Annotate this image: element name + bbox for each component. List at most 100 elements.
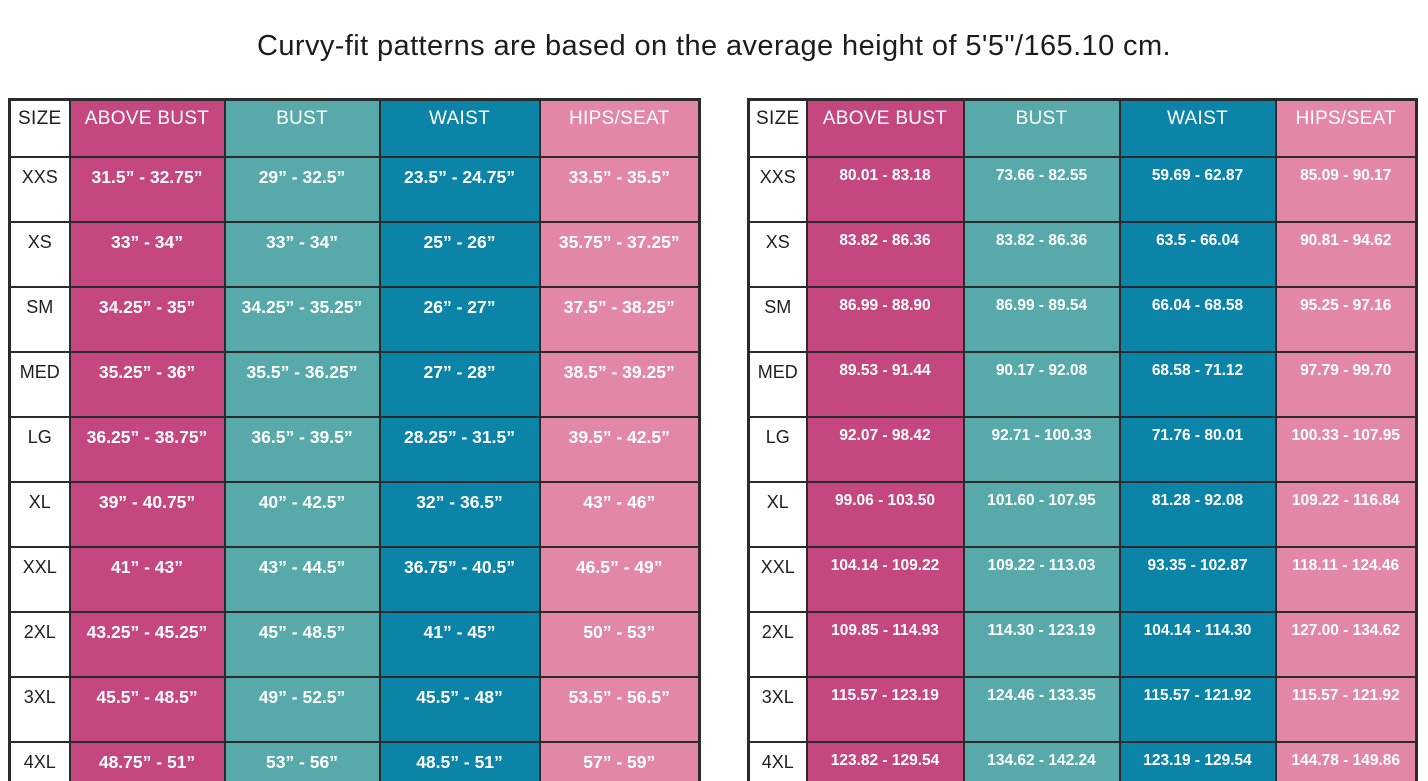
size-label-cell: 4XL [747, 741, 808, 781]
measurement-cell: 35.25” - 36” [68, 351, 226, 418]
measurement-cell: 68.58 - 71.12 [1118, 351, 1277, 418]
measurement-cell: 86.99 - 88.90 [805, 286, 965, 353]
measurement-cell: 59.69 - 62.87 [1118, 156, 1277, 223]
size-row-sm: SM 86.99 - 88.90 86.99 - 89.54 66.04 - 68.5… [747, 286, 1418, 353]
measurement-cell: 31.5” - 32.75” [68, 156, 226, 223]
size-label-cell: XS [8, 221, 71, 288]
size-label-cell: XXL [8, 546, 71, 613]
measurement-cell: 35.75” - 37.25” [538, 221, 701, 288]
measurement-cell: 73.66 - 82.55 [962, 156, 1121, 223]
size-label-cell: XXS [747, 156, 808, 223]
measurement-cell: 109.22 - 116.84 [1274, 481, 1418, 548]
measurement-cell: 37.5” - 38.25” [538, 286, 701, 353]
measurement-cell: 115.57 - 123.19 [805, 676, 965, 743]
size-row-xxs: XXS 80.01 - 83.18 73.66 - 82.55 59.69 - 62.… [747, 156, 1418, 223]
measurement-cell: 90.17 - 92.08 [962, 351, 1121, 418]
measurement-cell: 66.04 - 68.58 [1118, 286, 1277, 353]
column-header-hips-seat: HIPS/SEAT [538, 98, 701, 158]
size-row-2xl: 2XL 109.85 - 114.93 114.30 - 123.19 104.14 … [747, 611, 1418, 678]
measurement-cell: 115.57 - 121.92 [1118, 676, 1277, 743]
size-label-cell: XL [747, 481, 808, 548]
column-header-bust: BUST [962, 98, 1121, 158]
size-label-cell: 2XL [8, 611, 71, 678]
measurement-cell: 123.82 - 129.54 [805, 741, 965, 781]
size-label-cell: XXL [747, 546, 808, 613]
measurement-cell: 101.60 - 107.95 [962, 481, 1121, 548]
table-body-inches: XXS 31.5” - 32.75” 29” - 32.5” 23.5” - 24.7… [8, 156, 701, 781]
size-table-inches: SIZE ABOVE BUST BUST WAIST HIPS/SEAT XXS 31.5… [8, 98, 701, 781]
measurement-cell: 39” - 40.75” [68, 481, 226, 548]
measurement-cell: 115.57 - 121.92 [1274, 676, 1418, 743]
header-row: SIZE ABOVE BUST BUST WAIST HIPS/SEAT [8, 98, 701, 158]
size-label-cell: XXS [8, 156, 71, 223]
size-row-xs: XS 83.82 - 86.36 83.82 - 86.36 63.5 - 66.04… [747, 221, 1418, 288]
size-row-3xl: 3XL 45.5” - 48.5” 49” - 52.5” 45.5” - 48” 53… [8, 676, 701, 743]
measurement-cell: 83.82 - 86.36 [962, 221, 1121, 288]
measurement-cell: 34.25” - 35” [68, 286, 226, 353]
size-label-cell: 3XL [747, 676, 808, 743]
size-label-cell: MED [8, 351, 71, 418]
column-header-size: SIZE [8, 98, 71, 158]
measurement-cell: 93.35 - 102.87 [1118, 546, 1277, 613]
header-row: SIZE ABOVE BUST BUST WAIST HIPS/SEAT [747, 98, 1418, 158]
measurement-cell: 41” - 43” [68, 546, 226, 613]
measurement-cell: 81.28 - 92.08 [1118, 481, 1277, 548]
measurement-cell: 41” - 45” [378, 611, 541, 678]
column-header-bust: BUST [223, 98, 381, 158]
measurement-cell: 90.81 - 94.62 [1274, 221, 1418, 288]
measurement-cell: 27” - 28” [378, 351, 541, 418]
size-row-xl: XL 99.06 - 103.50 101.60 - 107.95 81.28 - 9… [747, 481, 1418, 548]
size-label-cell: MED [747, 351, 808, 418]
measurement-cell: 38.5” - 39.25” [538, 351, 701, 418]
measurement-cell: 124.46 - 133.35 [962, 676, 1121, 743]
measurement-cell: 92.07 - 98.42 [805, 416, 965, 483]
size-row-lg: LG 92.07 - 98.42 92.71 - 100.33 71.76 - 80.… [747, 416, 1418, 483]
measurement-cell: 95.25 - 97.16 [1274, 286, 1418, 353]
measurement-cell: 100.33 - 107.95 [1274, 416, 1418, 483]
measurement-cell: 50” - 53” [538, 611, 701, 678]
measurement-cell: 134.62 - 142.24 [962, 741, 1121, 781]
size-row-xl: XL 39” - 40.75” 40” - 42.5” 32” - 36.5” 43” … [8, 481, 701, 548]
size-label-cell: 4XL [8, 741, 71, 781]
size-label-cell: SM [8, 286, 71, 353]
measurement-cell: 123.19 - 129.54 [1118, 741, 1277, 781]
size-row-lg: LG 36.25” - 38.75” 36.5” - 39.5” 28.25” - 3… [8, 416, 701, 483]
measurement-cell: 48.75” - 51” [68, 741, 226, 781]
measurement-cell: 71.76 - 80.01 [1118, 416, 1277, 483]
measurement-cell: 29” - 32.5” [223, 156, 381, 223]
measurement-cell: 35.5” - 36.25” [223, 351, 381, 418]
measurement-cell: 36.5” - 39.5” [223, 416, 381, 483]
measurement-cell: 109.22 - 113.03 [962, 546, 1121, 613]
measurement-cell: 46.5” - 49” [538, 546, 701, 613]
measurement-cell: 104.14 - 114.30 [1118, 611, 1277, 678]
size-row-med: MED 35.25” - 36” 35.5” - 36.25” 27” - 28” 38… [8, 351, 701, 418]
measurement-cell: 34.25” - 35.25” [223, 286, 381, 353]
measurement-cell: 26” - 27” [378, 286, 541, 353]
size-label-cell: 2XL [747, 611, 808, 678]
measurement-cell: 33” - 34” [223, 221, 381, 288]
table-header-inches: SIZE ABOVE BUST BUST WAIST HIPS/SEAT [8, 98, 701, 158]
measurement-cell: 104.14 - 109.22 [805, 546, 965, 613]
measurement-cell: 86.99 - 89.54 [962, 286, 1121, 353]
measurement-cell: 23.5” - 24.75” [378, 156, 541, 223]
measurement-cell: 92.71 - 100.33 [962, 416, 1121, 483]
measurement-cell: 43” - 46” [538, 481, 701, 548]
measurement-cell: 40” - 42.5” [223, 481, 381, 548]
table-header-cm: SIZE ABOVE BUST BUST WAIST HIPS/SEAT [747, 98, 1418, 158]
size-label-cell: XS [747, 221, 808, 288]
size-label-cell: SM [747, 286, 808, 353]
size-row-xs: XS 33” - 34” 33” - 34” 25” - 26” 35.75” - 37… [8, 221, 701, 288]
measurement-cell: 36.25” - 38.75” [68, 416, 226, 483]
column-header-size: SIZE [747, 98, 808, 158]
size-row-xxl: XXL 104.14 - 109.22 109.22 - 113.03 93.35 -… [747, 546, 1418, 613]
measurement-cell: 127.00 - 134.62 [1274, 611, 1418, 678]
measurement-cell: 118.11 - 124.46 [1274, 546, 1418, 613]
measurement-cell: 53” - 56” [223, 741, 381, 781]
size-table-cm: SIZE ABOVE BUST BUST WAIST HIPS/SEAT XXS 80.0… [747, 98, 1418, 781]
column-header-waist: WAIST [378, 98, 541, 158]
measurement-cell: 25” - 26” [378, 221, 541, 288]
size-row-xxs: XXS 31.5” - 32.75” 29” - 32.5” 23.5” - 24.7… [8, 156, 701, 223]
measurement-cell: 144.78 - 149.86 [1274, 741, 1418, 781]
column-header-hips-seat: HIPS/SEAT [1274, 98, 1418, 158]
